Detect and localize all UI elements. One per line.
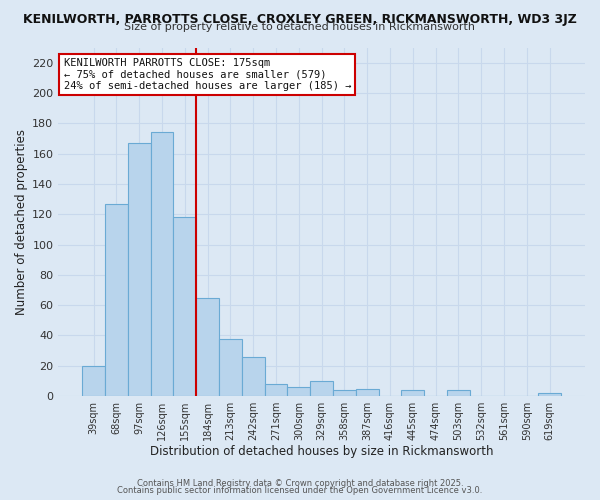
Text: KENILWORTH, PARROTTS CLOSE, CROXLEY GREEN, RICKMANSWORTH, WD3 3JZ: KENILWORTH, PARROTTS CLOSE, CROXLEY GREE… (23, 12, 577, 26)
Bar (401, 390, 424, 396)
Text: Contains HM Land Registry data © Crown copyright and database right 2025.: Contains HM Land Registry data © Crown c… (137, 478, 463, 488)
Bar (356, 388, 379, 396)
Bar (333, 390, 356, 396)
Bar (82, 366, 105, 396)
Bar (173, 218, 196, 396)
Bar (128, 143, 151, 396)
Bar (151, 132, 173, 396)
Bar (447, 390, 470, 396)
Text: Contains public sector information licensed under the Open Government Licence v3: Contains public sector information licen… (118, 486, 482, 495)
Bar (310, 381, 333, 396)
X-axis label: Distribution of detached houses by size in Rickmansworth: Distribution of detached houses by size … (150, 444, 493, 458)
Text: KENILWORTH PARROTTS CLOSE: 175sqm
← 75% of detached houses are smaller (579)
24%: KENILWORTH PARROTTS CLOSE: 175sqm ← 75% … (64, 58, 351, 91)
Bar (242, 356, 265, 396)
Bar (196, 298, 219, 396)
Bar (538, 393, 561, 396)
Bar (219, 338, 242, 396)
Text: Size of property relative to detached houses in Rickmansworth: Size of property relative to detached ho… (125, 22, 476, 32)
Y-axis label: Number of detached properties: Number of detached properties (15, 129, 28, 315)
Bar (105, 204, 128, 396)
Bar (265, 384, 287, 396)
Bar (287, 387, 310, 396)
